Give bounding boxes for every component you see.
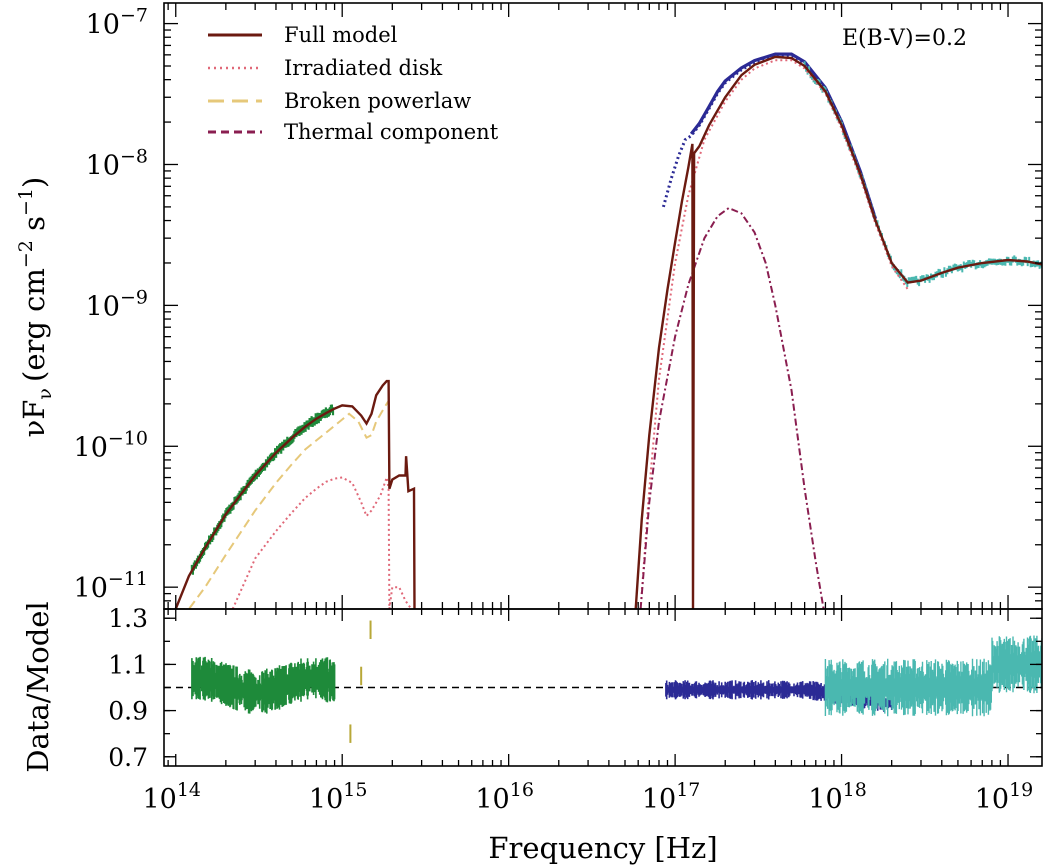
ylabel-s: s (17, 216, 51, 240)
y-tick-label: 10−10 (74, 427, 148, 463)
spectrum-y-axis-label: νFν (erg cm−2 s−1) (15, 177, 56, 438)
full-model-line-xray (634, 55, 1042, 609)
x-tick-base: 10 (975, 784, 1009, 815)
thermal-component-line (639, 206, 825, 609)
ylabel-units: (erg cm (17, 268, 51, 382)
x-tick-label: 1019 (975, 779, 1034, 815)
y-tick-label: 10−8 (86, 145, 148, 181)
optical-residuals (191, 656, 336, 714)
y-tick-base: 10 (86, 291, 120, 322)
irradiated-disk-line-optical (231, 476, 413, 609)
full-model-line-optical (174, 379, 416, 609)
broken-powerlaw-line (175, 400, 390, 609)
x-tick-label: 1015 (309, 779, 368, 815)
x-axis-label: Frequency [Hz] (488, 831, 717, 865)
ylabel-nu-sub: ν (34, 388, 56, 400)
data-layer (164, 52, 1042, 743)
y-tick-exponent: −8 (120, 145, 148, 167)
y-tick-base: 10 (74, 432, 108, 463)
reddening-annotation: E(B-V)=0.2 (842, 26, 967, 51)
hard-xray-residuals (824, 635, 1042, 717)
legend-label-irradiated-disk: Irradiated disk (284, 56, 442, 80)
y-tick-label: 10−11 (74, 568, 148, 604)
x-tick-base: 10 (142, 784, 176, 815)
y-tick-exponent: −7 (120, 5, 148, 27)
x-tick-exponent: 16 (510, 779, 534, 801)
x-tick-base: 10 (808, 784, 842, 815)
axis-layer: 1014 1015 1016 1017 1018 101910−710−810−910−1… (74, 3, 1042, 815)
irradiated-disk-line-xray (639, 59, 909, 609)
residual-y-tick-label: 0.9 (108, 697, 148, 726)
hard-xray-data-points (803, 61, 1042, 287)
x-tick-label: 1014 (142, 779, 201, 815)
x-tick-exponent: 14 (177, 779, 201, 801)
legend-label-full-model: Full model (284, 23, 398, 47)
y-tick-base: 10 (74, 573, 108, 604)
y-tick-exponent: −10 (108, 427, 148, 449)
x-tick-exponent: 15 (343, 779, 367, 801)
ylabel-close: ) (17, 177, 51, 188)
y-tick-exponent: −9 (120, 286, 148, 308)
y-tick-exponent: −11 (108, 568, 148, 590)
ylabel-exp-s: −1 (15, 188, 37, 216)
soft-xray-data (689, 52, 878, 220)
x-tick-exponent: 19 (1009, 779, 1033, 801)
residual-y-axis-label: Data/Model (21, 601, 55, 772)
residual-series-group (164, 620, 1042, 743)
legend-label-broken-powerlaw: Broken powerlaw (284, 89, 471, 113)
x-tick-exponent: 18 (843, 779, 867, 801)
x-tick-label: 1017 (642, 779, 701, 815)
x-tick-base: 10 (475, 784, 509, 815)
x-tick-base: 10 (309, 784, 343, 815)
soft-xray-data-low (661, 54, 877, 222)
optical-data-points (190, 404, 335, 575)
x-tick-label: 1018 (808, 779, 867, 815)
legend-label-thermal-component: Thermal component (284, 120, 499, 144)
residual-y-tick-label: 1.3 (108, 604, 148, 633)
ylabel-nuf: νF (17, 400, 51, 438)
legend: Full model Irradiated disk Broken powerl… (208, 23, 499, 144)
y-tick-label: 10−7 (86, 5, 148, 41)
x-tick-label: 1016 (475, 779, 534, 815)
spectrum-series-group (174, 52, 1042, 609)
residual-y-tick-label: 1.1 (108, 650, 148, 679)
residual-y-tick-label: 0.7 (108, 743, 148, 772)
ylabel-exp-cm: −2 (15, 240, 37, 268)
y-tick-base: 10 (86, 150, 120, 181)
x-tick-base: 10 (642, 784, 676, 815)
x-tick-exponent: 17 (676, 779, 700, 801)
y-tick-label: 10−9 (86, 286, 148, 322)
y-tick-base: 10 (86, 10, 120, 41)
